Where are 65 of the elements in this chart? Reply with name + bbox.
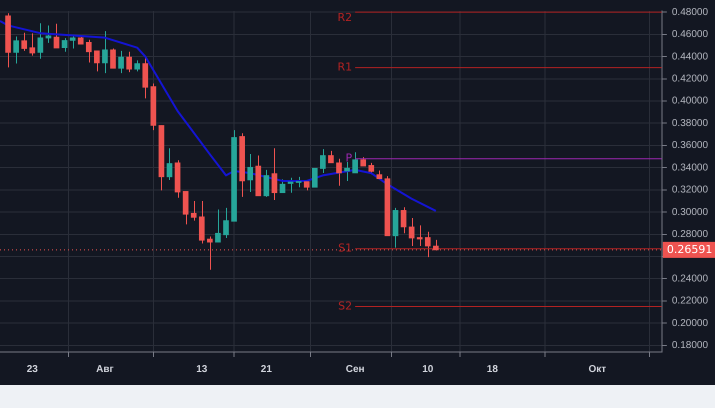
y-tick-label: 0.34000 <box>672 162 708 174</box>
candlestick <box>408 218 414 247</box>
x-tick-label: Окт <box>588 364 606 375</box>
candlestick <box>166 148 172 180</box>
y-tick-label: 0.20000 <box>672 318 708 329</box>
y-tick-label: 0.22000 <box>672 296 708 307</box>
candlestick <box>312 168 318 188</box>
candlestick <box>352 152 358 174</box>
candlestick <box>46 24 52 44</box>
candlestick <box>416 224 423 247</box>
x-tick-label: 10 <box>422 364 434 375</box>
y-tick-label: 0.42000 <box>672 74 708 85</box>
x-tick-label: Авг <box>96 364 114 375</box>
candlestick <box>288 177 294 194</box>
candlestick <box>70 36 76 50</box>
candlestick <box>400 206 406 234</box>
candlestick <box>13 36 19 64</box>
candlestick <box>344 161 350 182</box>
candlestick <box>62 38 68 52</box>
y-tick-label: 0.32000 <box>672 184 708 196</box>
candlestick <box>320 148 326 174</box>
candlestick <box>336 158 342 186</box>
series-label: S1 <box>338 242 352 255</box>
y-tick-label: 0.40000 <box>672 96 708 107</box>
candlestick <box>38 22 44 60</box>
candlestick <box>126 51 132 73</box>
candlestick <box>110 48 116 69</box>
x-tick-label: 23 <box>26 364 38 375</box>
candlestick <box>272 148 278 200</box>
candlestick <box>264 169 270 198</box>
candlestick <box>102 30 108 74</box>
y-tick-label: 0.28000 <box>672 229 708 240</box>
candlestick <box>280 178 286 194</box>
series-label: S2 <box>338 299 352 312</box>
y-tick-label: 0.18000 <box>672 340 708 352</box>
y-tick-label: 0.30000 <box>672 206 708 218</box>
candlestick <box>118 50 124 74</box>
series-label: R1 <box>337 60 352 74</box>
candlestick <box>54 23 60 48</box>
y-tick-label: 0.44000 <box>672 51 708 62</box>
x-tick-label: 18 <box>486 364 498 375</box>
y-tick-label: 0.48000 <box>672 6 708 18</box>
series-label: R2 <box>337 10 352 24</box>
x-tick-label: 13 <box>196 364 208 375</box>
candlestick <box>21 32 28 52</box>
candlestick <box>190 200 197 222</box>
candlestick <box>328 150 334 164</box>
x-tick-label: Сен <box>346 364 365 375</box>
ref-line-label: 0.26591 <box>666 242 712 256</box>
y-tick-label: 0.46000 <box>672 29 708 40</box>
y-tick-label: 0.24000 <box>672 273 708 284</box>
candlestick <box>86 39 92 64</box>
candlestick <box>94 50 100 72</box>
series-label: P <box>346 152 352 165</box>
candlestick <box>215 208 221 243</box>
candlestick <box>29 32 36 56</box>
candlestick <box>368 162 374 174</box>
x-tick-label: 21 <box>260 364 272 375</box>
y-tick-label: 0.36000 <box>672 140 708 152</box>
candlestick <box>134 60 140 72</box>
candlestick <box>247 153 254 193</box>
candlestick <box>182 190 188 225</box>
candlestick <box>296 176 302 188</box>
y-tick-label: 0.38000 <box>672 118 708 129</box>
candlestick <box>223 207 229 239</box>
